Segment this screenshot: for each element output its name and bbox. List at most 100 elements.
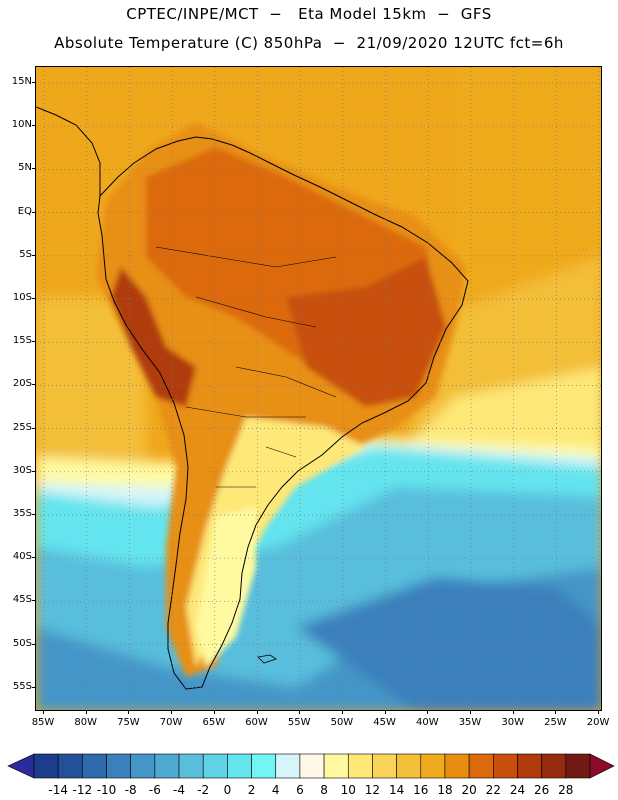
lon-label-65w: 65W	[202, 717, 226, 728]
colorbar-label: 26	[534, 783, 550, 797]
map-panel	[35, 66, 602, 711]
lat-tick	[32, 125, 35, 127]
colorbar-cell	[565, 753, 591, 779]
lat-label-15n: 15N	[11, 76, 32, 87]
lon-tick	[427, 711, 429, 714]
lon-label-30w: 30W	[501, 717, 524, 728]
lat-tick	[32, 600, 35, 602]
colorbar-under-arrow	[7, 753, 35, 779]
lon-tick	[213, 711, 215, 714]
lon-tick	[85, 711, 87, 714]
colorbar-cell	[251, 753, 277, 779]
lat-tick	[32, 384, 35, 386]
colorbar-cell	[541, 753, 567, 779]
lon-label-45w: 45W	[373, 717, 396, 728]
colorbar-label: 28	[558, 783, 574, 797]
lon-label-55w: 55W	[287, 717, 311, 728]
lat-tick	[32, 211, 35, 213]
lat-label-10n: 10N	[11, 119, 32, 131]
colorbar-label: 18	[437, 783, 453, 797]
lon-tick	[299, 711, 301, 714]
lon-tick	[171, 711, 173, 714]
lon-label-85w: 85W	[31, 717, 55, 728]
colorbar-over-arrow	[589, 753, 615, 779]
lat-label-10s: 10S	[12, 292, 32, 303]
colorbar	[7, 753, 615, 779]
lon-label-25w: 25W	[544, 717, 567, 728]
lat-label-55s: 55S	[12, 680, 32, 692]
colorbar-cell	[299, 753, 325, 779]
lat-tick	[32, 254, 35, 256]
lon-tick	[555, 711, 557, 714]
colorbar-label: 22	[485, 783, 501, 797]
colorbar-label: -2	[197, 783, 210, 797]
colorbar-cell	[444, 753, 470, 779]
colorbar-cell	[130, 753, 156, 779]
lon-label-75w: 75W	[117, 717, 140, 728]
coastline-central-america	[36, 106, 101, 196]
chart-title-line2: Absolute Temperature (C) 850hPa − 21/09/…	[54, 34, 564, 52]
lon-tick	[341, 711, 343, 714]
lat-label-30s: 30S	[12, 464, 32, 476]
border-lines	[155, 246, 337, 488]
colorbar-label: 0	[223, 783, 232, 797]
lat-tick	[32, 686, 35, 688]
gridlines	[36, 67, 601, 710]
lat-tick	[32, 341, 35, 343]
colorbar-label: 24	[509, 783, 526, 797]
lat-label-20s: 20S	[12, 378, 32, 390]
lon-label-40w: 40W	[415, 717, 439, 728]
lon-label-50w: 50W	[330, 717, 354, 728]
lon-tick	[470, 711, 471, 714]
lat-label-5s: 5S	[19, 248, 32, 260]
colorbar-cell	[493, 753, 518, 779]
field-land-hot-center	[286, 257, 446, 407]
colorbar-cell	[323, 753, 349, 779]
field-land-hot-andes	[111, 267, 196, 407]
colorbar-cell	[82, 753, 107, 779]
lon-tick	[384, 711, 386, 714]
lon-tick	[43, 711, 44, 714]
lat-tick	[32, 82, 35, 83]
falkland-islands	[257, 654, 277, 664]
colorbar-label: 10	[340, 783, 356, 797]
lat-label-eq: EQ	[17, 205, 32, 217]
colorbar-cell	[517, 753, 542, 779]
lat-tick	[32, 643, 35, 645]
colorbar-label: -12	[72, 783, 93, 797]
lat-label-40s: 40S	[12, 551, 32, 563]
colorbar-cell	[154, 753, 180, 779]
lat-tick	[32, 427, 35, 429]
lon-label-20w: 20W	[586, 717, 610, 728]
lon-label-80w: 80W	[74, 717, 97, 728]
colorbar-label: -14	[48, 783, 68, 797]
colorbar-label: -4	[173, 783, 186, 797]
chart-title-line1: CPTEC/INPE/MCT − Eta Model 15km − GFS	[126, 5, 492, 23]
colorbar-cell	[33, 753, 59, 779]
lat-label-50s: 50S	[12, 637, 32, 649]
coastline-south-america	[97, 136, 469, 690]
colorbar-label: 2	[247, 783, 256, 797]
lat-label-35s: 35S	[12, 508, 32, 519]
colorbar-label: 4	[271, 783, 280, 797]
colorbar-cell	[57, 753, 83, 779]
colorbar-label: 20	[461, 783, 477, 797]
lon-label-70w: 70W	[159, 717, 183, 728]
lat-label-5n: 5N	[18, 162, 32, 174]
lon-tick	[598, 711, 600, 714]
lat-tick	[32, 514, 35, 515]
lat-label-15s: 15S	[12, 335, 32, 347]
colorbar-cell	[372, 753, 397, 779]
lat-tick	[32, 298, 35, 299]
colorbar-label: 16	[413, 783, 429, 797]
colorbar-cell	[202, 753, 228, 779]
field-south-minus8	[296, 577, 601, 710]
lon-label-35w: 35W	[458, 717, 482, 728]
field-land-south-cool	[186, 417, 366, 667]
colorbar-cell	[396, 753, 422, 779]
temperature-map	[36, 67, 601, 710]
colorbar-label: 6	[296, 783, 304, 797]
colorbar-cell	[227, 753, 252, 779]
colorbar-label: -10	[96, 783, 117, 797]
colorbar-label: 14	[388, 783, 405, 797]
